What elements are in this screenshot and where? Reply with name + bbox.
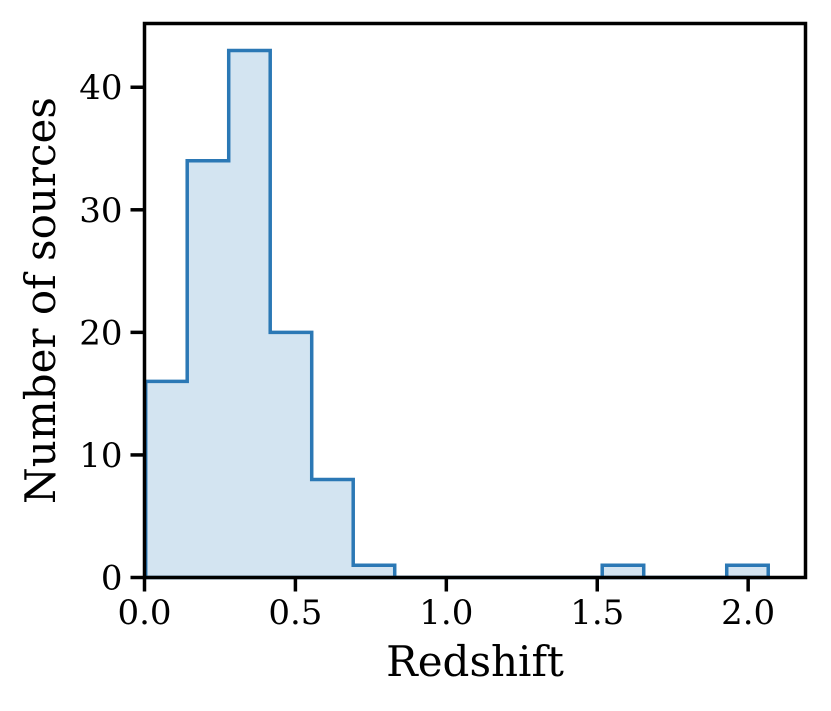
y-tick-label: 20 [79, 313, 122, 353]
y-axis-label: Number of sources [16, 97, 65, 504]
y-tick-label: 10 [79, 436, 122, 476]
y-tick-label: 0 [101, 559, 123, 599]
x-tick-label: 1.0 [419, 593, 473, 633]
x-tick-label: 2.0 [721, 593, 775, 633]
axes-spines [142, 21, 808, 580]
x-tick-label: 0.5 [268, 593, 322, 633]
x-tick-label: 1.5 [570, 593, 624, 633]
x-axis-label: Redshift [386, 637, 564, 686]
x-tick-label: 0.0 [117, 593, 171, 633]
y-tick-label: 40 [79, 68, 122, 108]
histogram-outline [143, 48, 770, 580]
y-tick-label: 30 [79, 191, 122, 231]
chart-layer: 0.0 0.5 1.0 1.5 2.0 0 10 20 30 40 [79, 21, 808, 633]
